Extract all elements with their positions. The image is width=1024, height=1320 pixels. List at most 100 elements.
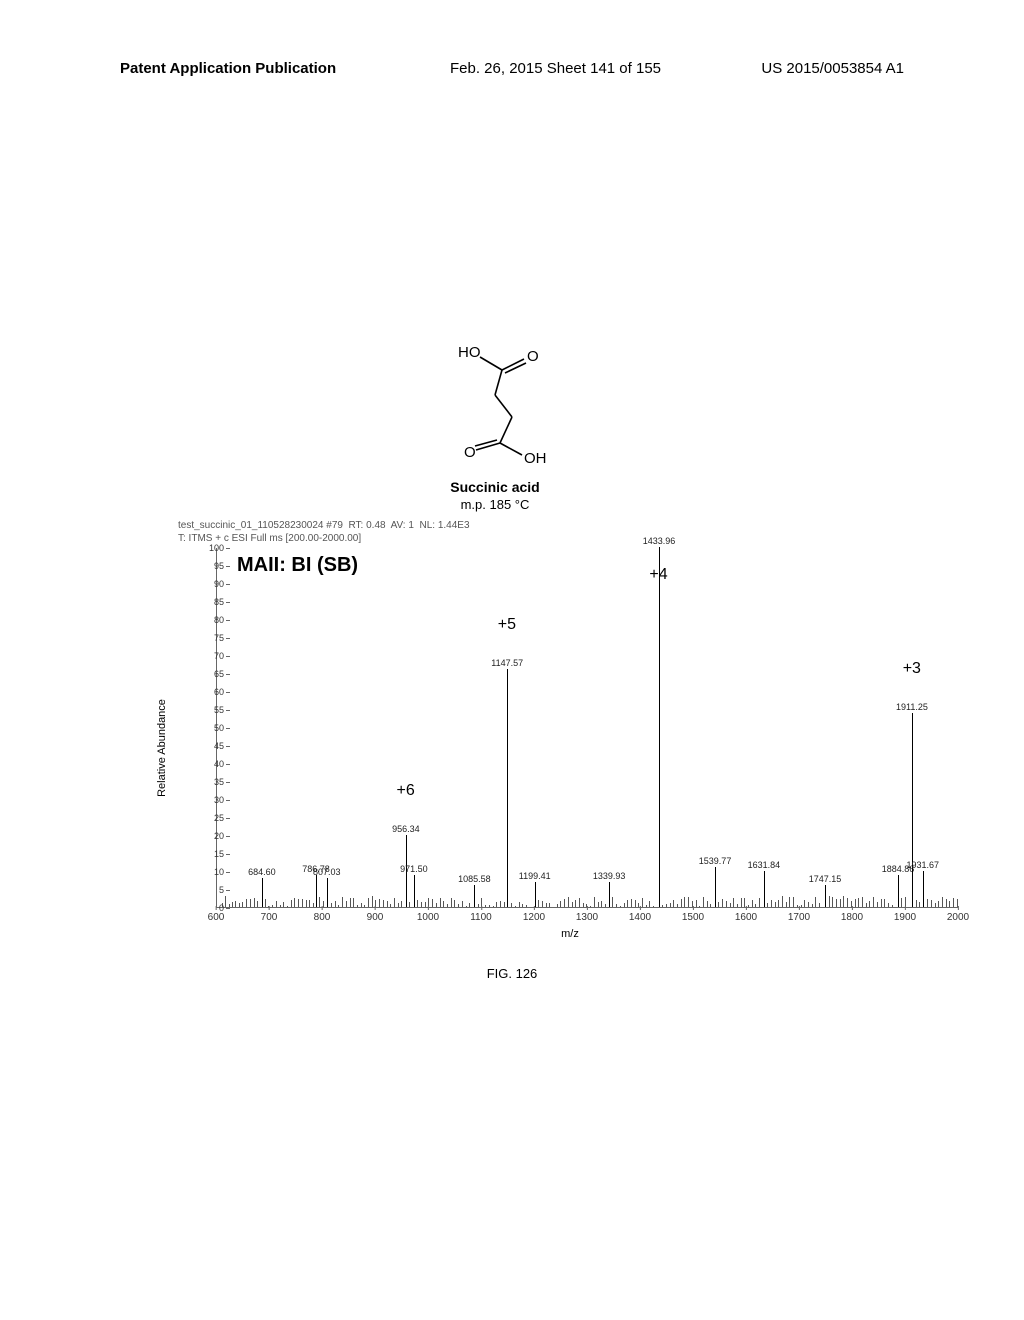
noise-peak bbox=[387, 901, 388, 907]
noise-peak bbox=[741, 898, 742, 907]
noise-peak bbox=[489, 905, 490, 907]
noise-peak bbox=[635, 900, 636, 907]
charge-state-label: +6 bbox=[397, 782, 415, 800]
noise-peak bbox=[346, 901, 347, 907]
noise-peak bbox=[869, 901, 870, 907]
noise-peak bbox=[432, 899, 433, 907]
spectrum-peak bbox=[764, 871, 765, 907]
noise-peak bbox=[815, 897, 816, 907]
noise-peak bbox=[564, 899, 565, 907]
noise-peak bbox=[829, 896, 830, 907]
noise-peak bbox=[881, 899, 882, 907]
noise-peak bbox=[294, 898, 295, 907]
noise-peak bbox=[916, 900, 917, 907]
svg-text:HO: HO bbox=[458, 344, 481, 361]
spectrum-peak bbox=[609, 882, 610, 907]
noise-peak bbox=[361, 903, 362, 907]
noise-peak bbox=[627, 900, 628, 907]
noise-peak bbox=[605, 904, 606, 907]
noise-peak bbox=[901, 898, 902, 907]
spectrum-annotation-title: MAII: BI (SB) bbox=[237, 554, 358, 577]
mass-spectrum-chart: Relative Abundance MAII: BI (SB) 684.607… bbox=[170, 548, 970, 948]
noise-peak bbox=[579, 898, 580, 907]
noise-peak bbox=[673, 900, 674, 908]
noise-peak bbox=[409, 902, 410, 907]
chemical-name: Succinic acid bbox=[410, 479, 580, 495]
spectrum-peak bbox=[912, 713, 913, 907]
noise-peak bbox=[353, 898, 354, 907]
y-tick: 5 bbox=[184, 885, 224, 895]
noise-peak bbox=[372, 896, 373, 907]
peak-label: 1199.41 bbox=[519, 871, 551, 881]
header-left: Patent Application Publication bbox=[120, 60, 336, 77]
noise-peak bbox=[283, 902, 284, 907]
y-tick: 70 bbox=[184, 651, 224, 661]
noise-peak bbox=[511, 903, 512, 907]
noise-peak bbox=[855, 899, 856, 907]
noise-peak bbox=[590, 906, 591, 907]
noise-peak bbox=[726, 901, 727, 907]
noise-peak bbox=[710, 904, 711, 907]
noise-peak bbox=[364, 905, 365, 907]
noise-peak bbox=[338, 905, 339, 907]
noise-peak bbox=[368, 898, 369, 907]
noise-peak bbox=[447, 904, 448, 907]
y-tick: 40 bbox=[184, 759, 224, 769]
noise-peak bbox=[538, 900, 539, 907]
noise-peak bbox=[519, 902, 520, 907]
noise-peak bbox=[782, 896, 783, 907]
noise-peak bbox=[858, 898, 859, 907]
x-tick: 800 bbox=[314, 912, 331, 923]
noise-peak bbox=[454, 900, 455, 907]
noise-peak bbox=[873, 897, 874, 907]
peak-label: 1747.15 bbox=[809, 874, 842, 884]
x-tick: 600 bbox=[208, 912, 225, 923]
y-tick: 30 bbox=[184, 795, 224, 805]
noise-peak bbox=[953, 898, 954, 907]
noise-peak bbox=[847, 898, 848, 907]
noise-peak bbox=[313, 903, 314, 907]
succinic-acid-structure-icon: HO O O OH bbox=[420, 335, 570, 475]
noise-peak bbox=[235, 901, 236, 907]
peak-label: 684.60 bbox=[248, 867, 276, 877]
y-tick: 60 bbox=[184, 687, 224, 697]
noise-peak bbox=[276, 901, 277, 907]
meta-line-1: test_succinic_01_110528230024 #79 RT: 0.… bbox=[178, 520, 470, 531]
noise-peak bbox=[594, 897, 595, 907]
x-tick: 1500 bbox=[682, 912, 704, 923]
noise-peak bbox=[801, 905, 802, 907]
x-tick: 1400 bbox=[629, 912, 651, 923]
noise-peak bbox=[572, 902, 573, 907]
header-right: US 2015/0053854 A1 bbox=[761, 60, 904, 77]
noise-peak bbox=[265, 899, 266, 907]
noise-peak bbox=[440, 898, 441, 907]
noise-peak bbox=[884, 899, 885, 907]
noise-peak bbox=[257, 901, 258, 907]
noise-peak bbox=[681, 899, 682, 907]
spectrum-peak bbox=[923, 871, 924, 907]
noise-peak bbox=[242, 902, 243, 907]
noise-peak bbox=[390, 904, 391, 907]
svg-text:O: O bbox=[527, 348, 539, 365]
noise-peak bbox=[797, 905, 798, 907]
y-tick: 65 bbox=[184, 669, 224, 679]
noise-peak bbox=[919, 902, 920, 907]
y-tick: 55 bbox=[184, 705, 224, 715]
spectrum-peak bbox=[898, 875, 899, 907]
noise-peak bbox=[246, 899, 247, 907]
noise-peak bbox=[601, 901, 602, 907]
noise-peak bbox=[843, 896, 844, 907]
noise-peak bbox=[624, 903, 625, 907]
noise-peak bbox=[748, 905, 749, 907]
noise-peak bbox=[946, 899, 947, 907]
noise-peak bbox=[730, 903, 731, 907]
noise-peak bbox=[436, 903, 437, 907]
noise-peak bbox=[789, 897, 790, 907]
noise-peak bbox=[287, 906, 288, 907]
noise-peak bbox=[342, 897, 343, 907]
y-tick: 15 bbox=[184, 849, 224, 859]
peak-label: 1433.96 bbox=[643, 536, 676, 546]
x-tick: 1700 bbox=[788, 912, 810, 923]
y-axis-label: Relative Abundance bbox=[156, 699, 168, 797]
header-mid: Feb. 26, 2015 Sheet 141 of 155 bbox=[450, 60, 661, 77]
